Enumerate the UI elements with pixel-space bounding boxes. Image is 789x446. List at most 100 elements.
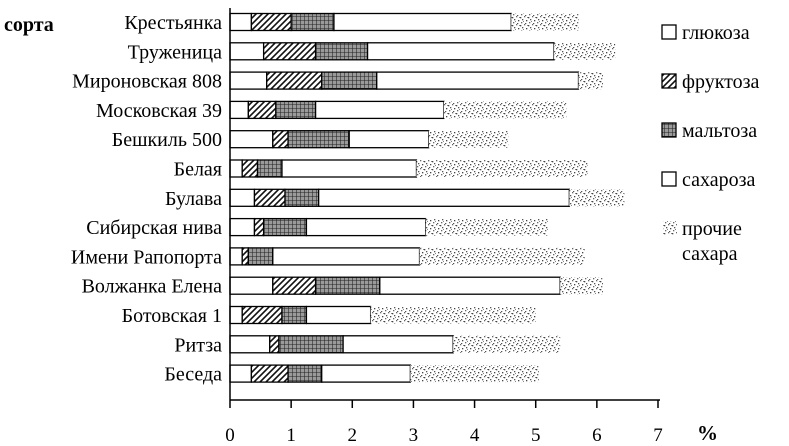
legend-label: глюкоза [682,22,750,44]
bar-segment-фруктоза [269,335,280,354]
bar-segment-фруктоза [272,130,289,149]
bar-segment-мальтоза [281,305,308,325]
bar-segment-сахароза [314,100,445,120]
bar-segment-прочие-сахара [560,277,603,295]
x-tick-label: 0 [225,425,235,446]
bar-segment-глюкоза [229,12,253,32]
bar-segment-фруктоза [250,12,292,32]
bar-segment-сахароза [342,335,454,354]
category-label: Московская 39 [96,100,222,122]
bar-segment-прочие-сахара [569,189,625,207]
bar-segment-прочие-сахара [453,335,561,353]
x-axis-ticks: 0 1 2 3 4 5 6 7 [225,400,663,446]
bars-layer [229,12,625,383]
category-label: Волжанка Елена [82,276,223,298]
category-label: Ритза [174,334,222,356]
legend-label: мальтоза [682,120,757,142]
category-label: Белая [174,159,222,181]
bar-segment-глюкоза [229,42,265,61]
bar-segment-мальтоза [247,247,274,266]
category-label: Сибирская нива [86,217,222,239]
bar-segment-фруктоза [241,159,259,178]
legend: глюкоза фруктоза мальтоза сахароза прочие сах… [661,22,760,265]
category-labels: Крестьянка Труженица Мироновская 808 Москов… [71,12,222,386]
bar-segment-прочие-сахара [578,72,603,90]
bar-segment-мальтоза [287,130,350,149]
bar-segment-сахароза [333,12,512,32]
bar-segment-мальтоза [314,276,381,295]
bar-segment-сахароза [305,217,427,237]
bar-segment-сахароза [366,42,555,61]
bar-segment-мальтоза [314,42,369,61]
x-tick-label: 3 [409,425,419,446]
bar-segment-мальтоза [275,100,317,120]
bar-segment-глюкоза [229,188,256,207]
bar-segment-мальтоза [287,364,323,383]
bar-segment-глюкоза [229,217,256,237]
bar-segment-глюкоза [229,130,274,149]
category-label: Крестьянка [124,12,222,34]
legend-swatch [661,24,677,40]
y-axis-title: сорта [4,14,54,36]
bar-segment-глюкоза [229,276,274,295]
category-label: Труженица [128,41,222,63]
legend-swatch [661,122,677,138]
bar-segment-мальтоза [278,335,344,354]
x-tick-label: 4 [470,425,480,446]
category-label: Ботовская 1 [122,305,222,327]
legend-swatch [661,73,677,89]
bar-segment-сахароза [272,247,421,266]
category-label: Булава [165,188,222,210]
bar-segment-фруктоза [266,71,323,90]
bar-segment-прочие-сахара [370,306,536,324]
x-tick-label: 2 [348,425,358,446]
legend-label: сахароза [682,169,756,191]
bar-segment-глюкоза [229,335,271,354]
bar-segment-прочие-сахара [554,42,616,60]
bar-segment-мальтоза [284,188,320,207]
bar-segment-прочие-сахара [425,218,548,236]
bar-segment-прочие-сахара [511,13,579,31]
bar-segment-прочие-сахара [416,160,588,177]
bar-segment-фруктоза [253,217,265,237]
legend-swatch [661,171,677,187]
legend-label: фруктоза [682,71,760,93]
bar-segment-мальтоза [290,12,335,32]
bar-segment-глюкоза [229,247,243,266]
category-label: Бешкиль 500 [112,129,222,151]
bar-segment-сахароза [281,159,418,178]
bar-segment-фруктоза [241,305,283,325]
x-tick-label: 5 [531,425,541,446]
x-tick-label: 1 [286,425,296,446]
category-label: Беседа [164,364,222,386]
bar-segment-фруктоза [253,188,286,207]
bar-segment-фруктоза [272,276,317,295]
bar-segment-фруктоза [250,364,289,383]
bar-segment-сахароза [376,71,580,90]
bar-segment-сахароза [348,130,430,149]
bar-segment-глюкоза [229,305,243,325]
bar-segment-фруктоза [247,100,277,120]
bar-segment-сахароза [318,188,570,207]
legend-swatch [663,221,677,235]
bar-segment-фруктоза [241,247,249,266]
x-axis-unit-label: % [697,421,718,445]
bar-segment-мальтоза [321,71,378,90]
legend-label: прочие сахара [682,218,742,265]
bar-segment-сахароза [305,305,372,325]
bar-segment-глюкоза [229,71,268,90]
bar-segment-глюкоза [229,100,249,120]
category-label: Имени Рапопорта [71,246,222,268]
bar-segment-фруктоза [262,42,317,61]
bar-segment-прочие-сахара [419,247,585,265]
x-tick-label: 7 [653,425,663,446]
bar-segment-сахароза [321,364,412,383]
x-tick-label: 6 [592,425,602,446]
bar-segment-глюкоза [229,364,253,383]
bar-segment-глюкоза [229,159,243,178]
bar-segment-мальтоза [262,217,308,237]
bar-segment-сахароза [379,276,561,295]
bar-segment-прочие-сахара [428,130,509,148]
category-label: Мироновская 808 [72,71,222,93]
